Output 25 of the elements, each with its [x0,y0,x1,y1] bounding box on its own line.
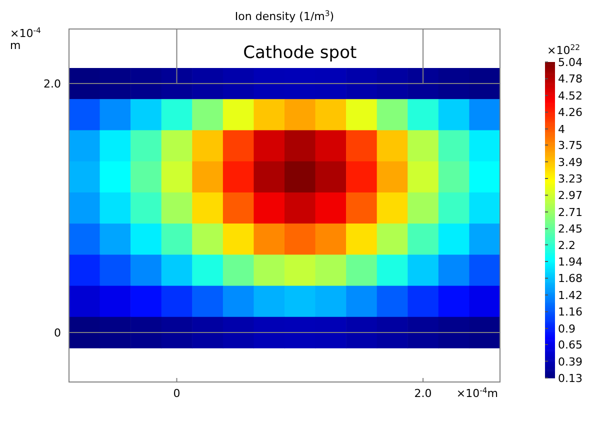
color-bar-label: 1.68 [558,272,582,286]
text: ×10$^{-4}$ m [10,26,41,52]
color-bar-label: 2.2 [558,238,576,252]
color-bar-label: 0.39 [558,355,582,368]
color-bar-label: 0.65 [558,338,582,352]
color-bar-label: 3.75 [558,139,582,152]
color-bar-label: 4.52 [558,89,582,102]
color-bar-label: 1.42 [558,288,582,302]
color-bar-label: 2.97 [558,189,582,202]
chart-title: Ion density (1/m$^{3}$) [234,8,334,23]
color-bar-label: 3.49 [558,156,582,169]
color-bar-label: 4.26 [558,106,582,120]
color-bar-label: 4.78 [558,72,582,86]
text: Cathode spot [243,43,357,63]
color-bar-label: 3.23 [558,172,582,186]
color-bar-label: 0.9 [558,322,576,336]
color-bar-label: 2.45 [558,222,582,236]
color-bar-label: 0.13 [558,372,582,385]
color-bar-label: 1.16 [558,306,582,319]
x-axis-title: ×10$^{-4}$m [456,386,498,400]
color-bar-label: 4 [558,122,565,136]
color-bar-label: 2.71 [558,206,582,219]
color-bar-title: ×10$^{22}$ [547,42,580,57]
color-bar-label: 5.04 [558,56,582,69]
color-bar-label: 1.94 [558,256,582,269]
